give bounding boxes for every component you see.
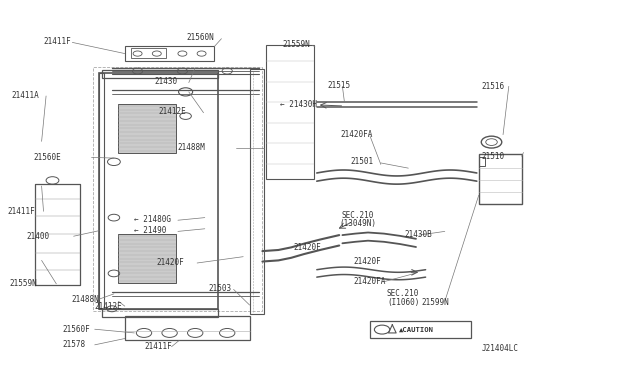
Text: 21420F: 21420F [353,257,381,266]
Text: 21559N: 21559N [283,40,310,49]
Text: 21599N: 21599N [421,298,449,307]
Text: 21420FA: 21420FA [353,277,386,286]
Bar [370,321,471,338]
Text: 21578: 21578 [63,340,86,349]
Text: ← 21430H: ← 21430H [280,100,317,109]
Text: 21503: 21503 [208,284,231,293]
Text: ← 21490: ← 21490 [134,226,167,235]
Text: J21404LC: J21404LC [481,344,518,353]
Text: 21515: 21515 [328,81,351,90]
Text: 21420FA: 21420FA [340,130,373,139]
Text: 21560E: 21560E [33,153,61,162]
Bar [99,73,104,309]
Text: 21411F: 21411F [44,37,71,46]
Bar [102,309,218,317]
Bar [102,70,218,78]
Text: 21488M: 21488M [178,143,205,152]
Text: 21430B: 21430B [404,230,432,239]
Text: 21411F: 21411F [8,207,35,216]
Text: 21510: 21510 [481,153,504,161]
Bar [125,316,250,340]
Text: (I1060): (I1060) [388,298,420,307]
Text: (13049N): (13049N) [339,219,376,228]
Text: SEC.210: SEC.210 [387,289,419,298]
Bar [479,157,485,166]
Text: 21501: 21501 [351,157,374,166]
Bar [131,48,166,58]
Bar [93,67,262,311]
Text: 21400: 21400 [27,232,50,241]
Text: 21488N: 21488N [72,295,99,304]
Text: 21411F: 21411F [144,342,172,351]
Text: ← 21480G: ← 21480G [134,215,172,224]
Text: 21412E: 21412E [159,108,186,116]
Bar [118,234,176,283]
Text: SEC.210: SEC.210 [342,211,374,219]
Text: 21411A: 21411A [12,92,39,100]
Text: 21560N: 21560N [187,33,214,42]
Text: 21412E: 21412E [95,302,122,311]
Bar [266,45,314,179]
Text: 21559N: 21559N [10,279,37,288]
Text: 21430: 21430 [155,77,178,86]
Bar [125,46,214,61]
Text: 21516: 21516 [481,82,504,91]
Bar [479,154,522,204]
Bar [118,104,176,153]
Text: 21420F: 21420F [157,258,184,267]
Text: 21420F: 21420F [293,243,321,252]
Text: 21560F: 21560F [63,325,90,334]
Text: ▲CAUTION: ▲CAUTION [399,327,434,333]
Bar [99,73,218,309]
Bar [250,69,264,314]
